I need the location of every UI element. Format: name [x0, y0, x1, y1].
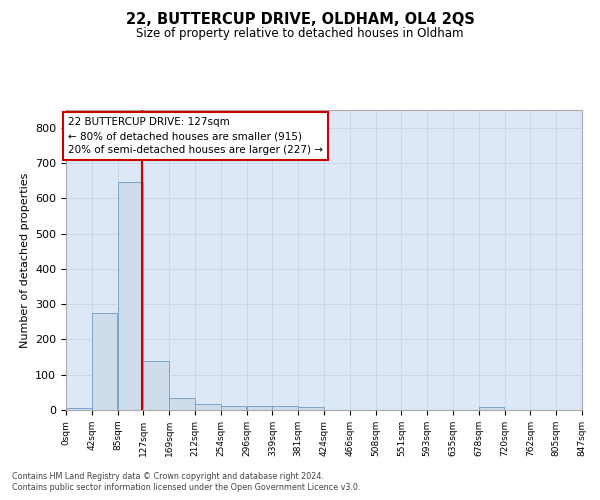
Bar [247, 406, 272, 410]
Bar [118, 182, 143, 410]
Bar [272, 406, 298, 410]
Bar [298, 407, 324, 410]
Bar [66, 408, 91, 410]
Bar [221, 406, 246, 410]
Bar [479, 407, 504, 410]
Bar [143, 360, 169, 410]
Text: Contains public sector information licensed under the Open Government Licence v3: Contains public sector information licen… [12, 484, 361, 492]
Text: Size of property relative to detached houses in Oldham: Size of property relative to detached ho… [136, 28, 464, 40]
Bar [195, 404, 221, 410]
Y-axis label: Number of detached properties: Number of detached properties [20, 172, 29, 348]
Text: Contains HM Land Registry data © Crown copyright and database right 2024.: Contains HM Land Registry data © Crown c… [12, 472, 324, 481]
Bar [92, 313, 118, 410]
Text: 22 BUTTERCUP DRIVE: 127sqm
← 80% of detached houses are smaller (915)
20% of sem: 22 BUTTERCUP DRIVE: 127sqm ← 80% of deta… [68, 117, 323, 155]
Bar [169, 398, 194, 410]
Text: 22, BUTTERCUP DRIVE, OLDHAM, OL4 2QS: 22, BUTTERCUP DRIVE, OLDHAM, OL4 2QS [125, 12, 475, 28]
